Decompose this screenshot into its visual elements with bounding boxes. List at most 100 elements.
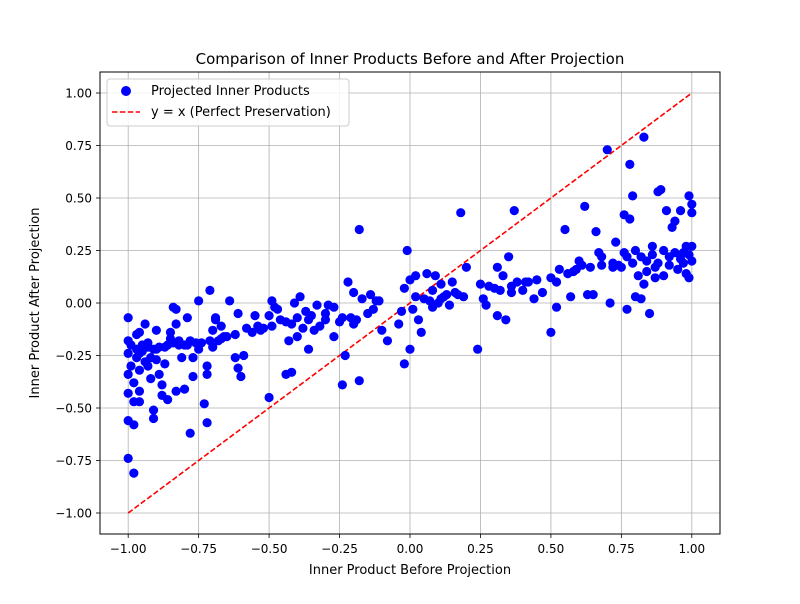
scatter-point [236, 371, 246, 382]
scatter-point [208, 342, 218, 352]
scatter-point [608, 262, 618, 272]
scatter-point [504, 252, 514, 262]
scatter-point [216, 321, 226, 331]
scatter-point [225, 296, 235, 306]
scatter-point [233, 308, 243, 319]
scatter-point [678, 258, 688, 268]
scatter-point [642, 266, 652, 277]
scatter-point [650, 273, 660, 283]
scatter-point [495, 285, 505, 295]
scatter-point [670, 248, 680, 258]
scatter-point [340, 350, 350, 361]
scatter-point [185, 428, 195, 438]
scatter-point [411, 292, 421, 302]
scatter-point [622, 304, 632, 314]
scatter-point [687, 199, 697, 209]
scatter-point [430, 271, 440, 281]
scatter-point [210, 313, 221, 323]
scatter-point [529, 294, 539, 304]
chart-title: Comparison of Inner Products Before and … [196, 50, 625, 68]
scatter-point [194, 296, 204, 306]
scatter-point [329, 302, 339, 312]
scatter-point [681, 241, 691, 251]
x-tick-label: −0.25 [321, 542, 358, 556]
scatter-point [134, 386, 145, 396]
scatter-point [267, 321, 277, 331]
scatter-point [377, 325, 387, 335]
scatter-point [664, 260, 674, 270]
scatter-point [292, 332, 302, 342]
scatter-point [179, 384, 190, 394]
scatter-point [630, 245, 641, 256]
legend-scatter-marker [121, 86, 131, 96]
x-tick-label: 0.75 [608, 542, 635, 556]
y-axis-ticks: −1.00 −0.75 −0.50 −0.25 0.00 0.25 0.50 0.75 1.00 [55, 87, 100, 521]
scatter-point [639, 132, 649, 142]
scatter-point [475, 279, 486, 289]
scatter-point [337, 313, 347, 323]
scatter-point [456, 208, 466, 218]
scatter-point [298, 323, 308, 333]
scatter-point [123, 313, 133, 323]
scatter-point [233, 363, 243, 373]
scatter-point [258, 323, 269, 333]
scatter-point [684, 191, 694, 201]
scatter-point [230, 353, 240, 363]
y-tick-label: −0.75 [55, 454, 92, 468]
scatter-point [636, 294, 646, 304]
scatter-point [484, 281, 494, 291]
scatter-point [492, 311, 502, 321]
scatter-point [171, 319, 181, 329]
scatter-point [289, 298, 300, 308]
scatter-point [188, 353, 198, 363]
scatter-point [639, 279, 649, 289]
scatter-point [628, 191, 638, 201]
scatter-point [337, 380, 347, 390]
x-tick-label: −0.75 [180, 542, 217, 556]
scatter-point [123, 348, 133, 358]
scatter-point [182, 313, 192, 323]
scatter-point [588, 290, 598, 300]
scatter-point [461, 262, 471, 272]
scatter-point [292, 313, 302, 323]
scatter-point [419, 294, 429, 304]
scatter-point [408, 304, 418, 314]
scatter-point [653, 258, 663, 268]
scatter-point [123, 369, 133, 379]
scatter-point [670, 216, 680, 226]
scatter-point [163, 395, 173, 405]
scatter-point [450, 287, 460, 298]
scatter-point [473, 344, 483, 354]
scatter-point [202, 418, 212, 428]
scatter-point [365, 290, 376, 300]
scatter-point [123, 388, 133, 398]
scatter-point [148, 413, 159, 424]
scatter-point [625, 159, 635, 169]
scatter-point [351, 315, 362, 325]
scatter-point [628, 258, 638, 268]
scatter-point [239, 350, 249, 361]
scatter-point [146, 374, 156, 384]
reference-line-y-equals-x [127, 92, 693, 514]
y-tick-label: −1.00 [55, 507, 92, 521]
scatter-point [320, 315, 331, 325]
scatter-point [396, 306, 407, 316]
scatter-point [349, 287, 359, 298]
scatter-point [188, 371, 198, 382]
scatter-point [532, 275, 542, 285]
scatter-point [444, 300, 455, 310]
scatter-point [154, 342, 164, 352]
scatter-point [605, 298, 615, 308]
scatter-point [140, 319, 150, 329]
scatter-point [320, 308, 331, 319]
scatter-point [566, 292, 576, 302]
scatter-point [577, 260, 587, 270]
scatter-point [154, 369, 164, 379]
scatter-point [458, 292, 469, 302]
scatter-point [442, 290, 452, 300]
x-axis-label: Inner Product Before Projection [309, 563, 511, 578]
scatter-point [143, 338, 153, 348]
scatter-point [343, 277, 353, 287]
x-tick-label: 0.50 [538, 542, 565, 556]
